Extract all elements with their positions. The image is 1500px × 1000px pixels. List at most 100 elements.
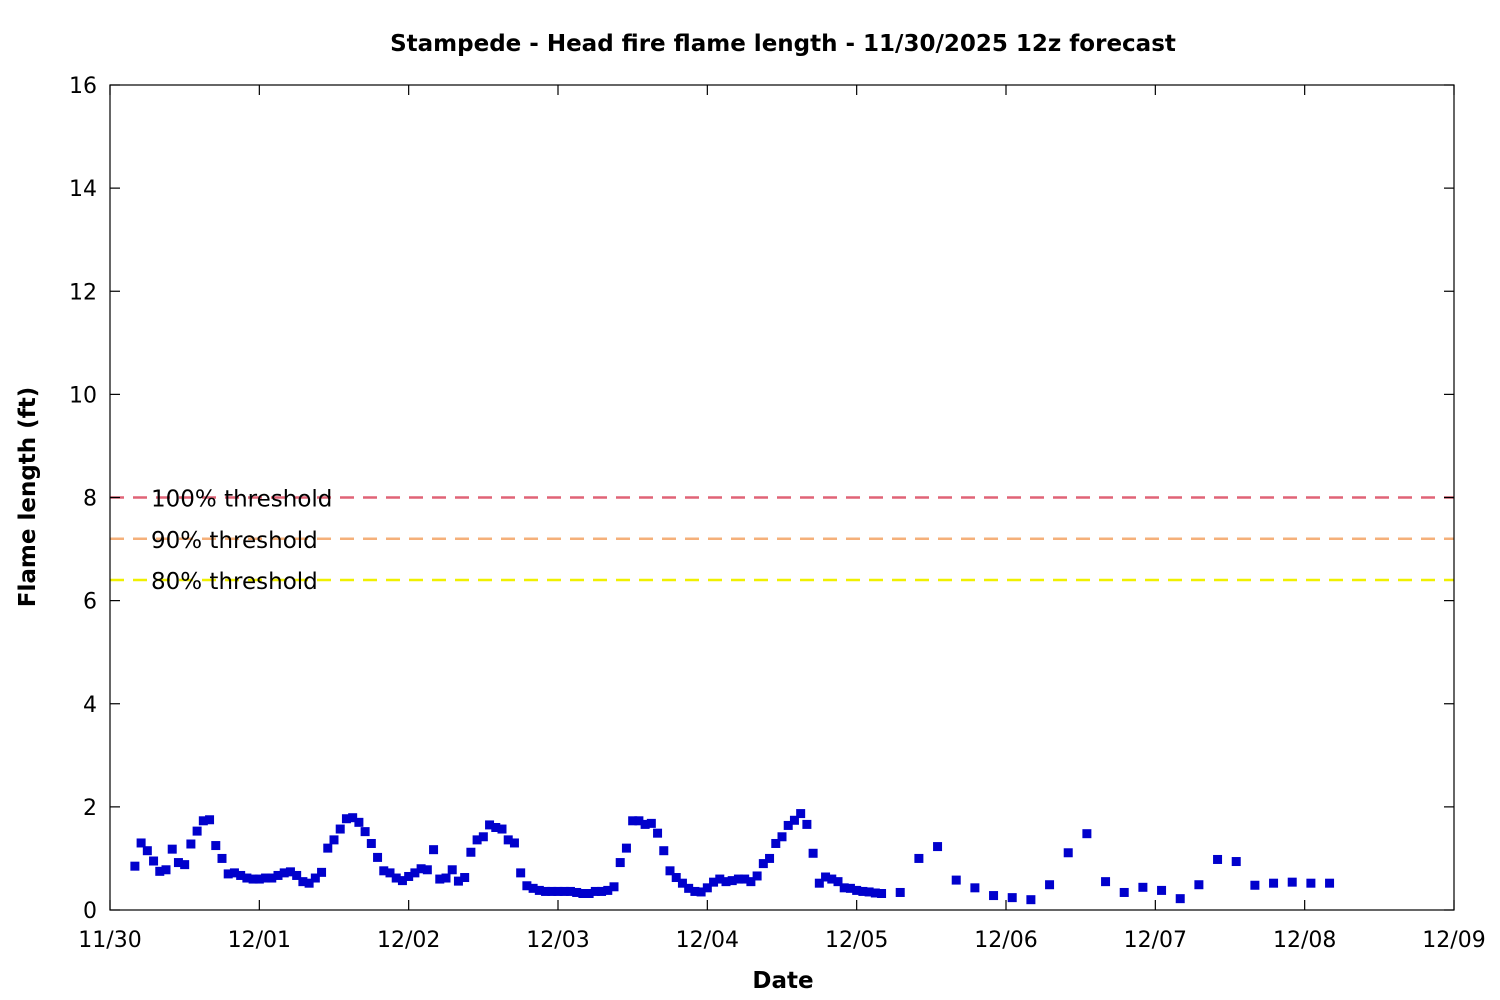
data-point (1306, 878, 1316, 888)
data-point (559, 886, 569, 896)
data-point (640, 819, 650, 829)
data-point (373, 852, 383, 862)
data-point (248, 874, 258, 884)
y-tick-label: 14 (69, 177, 97, 202)
data-point (783, 820, 793, 830)
data-point (261, 873, 271, 883)
data-point (292, 870, 302, 880)
data-point (223, 869, 233, 879)
x-axis-label: Date (752, 968, 813, 994)
data-point (989, 891, 999, 901)
y-tick-label: 10 (69, 383, 97, 408)
data-point (733, 874, 743, 884)
data-point (267, 873, 277, 883)
data-point (404, 871, 414, 881)
data-point (671, 873, 681, 883)
x-tick-label: 12/09 (1422, 928, 1485, 953)
axis-ticks: 11/30 12/01 12/02 12/03 12/04 12/05 12/06 12/07… (69, 74, 1486, 953)
data-point (970, 883, 980, 893)
data-point (416, 864, 426, 874)
data-point (385, 868, 395, 878)
data-point (597, 886, 607, 896)
data-point (646, 818, 656, 828)
data-point (310, 873, 320, 883)
data-point (852, 885, 862, 895)
data-point (254, 874, 264, 884)
data-point (441, 873, 451, 883)
data-point (565, 886, 575, 896)
data-point (1175, 894, 1185, 904)
data-point (534, 885, 544, 895)
data-point (1250, 880, 1260, 890)
data-point (833, 877, 843, 887)
data-point (335, 824, 345, 834)
chart-title: Stampede - Head fire flame length - 11/3… (390, 31, 1176, 57)
data-point (298, 877, 308, 887)
data-point (578, 889, 588, 898)
data-point (827, 874, 837, 884)
data-point (304, 878, 314, 888)
data-point (796, 809, 806, 819)
data-point (180, 860, 190, 870)
data-point (1101, 877, 1111, 887)
x-tick-label: 12/07 (1124, 928, 1187, 953)
data-point (410, 868, 420, 878)
data-point (447, 865, 457, 875)
data-point (1157, 885, 1167, 895)
data-point (1287, 877, 1297, 887)
data-point (609, 882, 619, 892)
data-points (130, 809, 1335, 905)
data-point (765, 853, 775, 863)
data-point (584, 889, 594, 898)
threshold-label: 90% threshold (151, 528, 318, 554)
data-point (472, 835, 482, 845)
data-point (690, 886, 700, 896)
data-point (173, 858, 183, 868)
threshold-label: 80% threshold (151, 569, 318, 595)
data-point (198, 816, 208, 826)
data-point (509, 838, 519, 848)
data-point (466, 847, 476, 857)
data-point (727, 876, 737, 886)
x-tick-label: 12/05 (825, 928, 888, 953)
x-tick-label: 11/30 (78, 928, 141, 953)
data-point (130, 861, 140, 871)
data-point (895, 887, 905, 897)
data-point (229, 868, 239, 878)
data-point (590, 886, 600, 896)
data-point (205, 815, 215, 825)
data-point (1231, 857, 1241, 867)
data-point (217, 853, 227, 863)
threshold-lines: 100% threshold 90% threshold 80% threshold (110, 487, 1454, 595)
data-point (142, 846, 152, 856)
data-point (628, 816, 638, 826)
data-point (161, 865, 171, 875)
data-point (758, 859, 768, 869)
data-point (397, 876, 407, 886)
data-point (1045, 880, 1055, 890)
data-point (541, 886, 551, 896)
data-point (845, 883, 855, 893)
data-point (485, 820, 495, 830)
data-point (634, 816, 644, 826)
y-tick-label: 4 (83, 693, 97, 718)
data-point (933, 842, 943, 852)
data-point (273, 870, 283, 880)
data-point (391, 873, 401, 883)
data-point (429, 845, 439, 855)
data-point (951, 875, 961, 885)
data-point (341, 814, 351, 824)
data-point (1325, 878, 1335, 888)
x-tick-label: 12/01 (228, 928, 291, 953)
data-point (752, 871, 762, 881)
y-tick-label: 2 (83, 796, 97, 821)
data-point (914, 853, 924, 863)
data-point (435, 874, 445, 884)
data-point (653, 828, 663, 838)
data-point (789, 815, 799, 825)
data-point (460, 873, 470, 883)
data-point (621, 843, 631, 853)
data-point (1063, 848, 1073, 858)
data-point (870, 888, 880, 898)
